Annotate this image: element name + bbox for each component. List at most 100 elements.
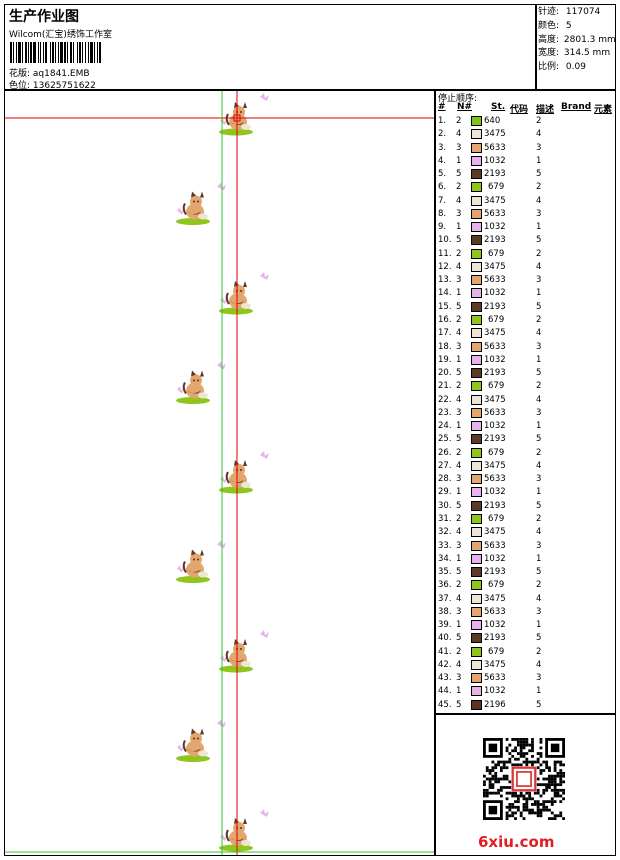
row-element: 1 xyxy=(536,421,542,432)
sequence-row: 23. 3 5633 3 xyxy=(436,407,616,420)
sequence-row: 44. 1 1032 1 xyxy=(436,685,616,698)
row-needle: 1 xyxy=(456,222,462,233)
row-code: 5633 xyxy=(484,275,506,286)
color-swatch xyxy=(471,288,482,299)
color-position: 色位: 13625751622 xyxy=(9,81,96,91)
row-number: 37. xyxy=(438,593,452,604)
color-swatch xyxy=(471,699,482,710)
sequence-row: 21. 2 679 2 xyxy=(436,380,616,393)
row-number: 11. xyxy=(438,248,452,259)
row-code: 1032 xyxy=(484,288,506,299)
row-element: 2 xyxy=(536,646,542,657)
color-swatch xyxy=(471,222,482,233)
color-swatch xyxy=(471,553,482,564)
sequence-row: 8. 3 5633 3 xyxy=(436,208,616,221)
row-code: 3475 xyxy=(484,328,506,339)
width-row: 宽度: 314.5 mm xyxy=(538,47,610,59)
sequence-row: 5. 5 2193 5 xyxy=(436,168,616,181)
row-needle: 3 xyxy=(456,540,462,551)
row-needle: 1 xyxy=(456,553,462,564)
row-code: 679 xyxy=(488,248,505,259)
color-swatch xyxy=(471,169,482,180)
embroidery-motif xyxy=(219,451,269,494)
width-value: 314.5 mm xyxy=(563,48,611,58)
row-number: 24. xyxy=(438,421,452,432)
row-element: 1 xyxy=(536,288,542,299)
color-swatch xyxy=(471,354,482,365)
sequence-row: 1. 2 640 2 xyxy=(436,115,616,128)
color-swatch xyxy=(471,513,482,524)
color-swatch xyxy=(471,301,482,312)
sequence-row: 33. 3 5633 3 xyxy=(436,540,616,553)
height-label: 高度: xyxy=(538,35,560,45)
sequence-row: 32. 4 3475 4 xyxy=(436,526,616,539)
row-number: 6. xyxy=(438,182,447,193)
color-swatch xyxy=(471,527,482,538)
row-element: 4 xyxy=(536,328,542,339)
row-code: 679 xyxy=(488,381,505,392)
qr-panel: 6xiu.com xyxy=(435,714,616,856)
sequence-row: 3. 3 5633 3 xyxy=(436,142,616,155)
row-code: 1032 xyxy=(484,354,506,365)
company-name: Wilcom(汇宝)绣饰工作室 xyxy=(9,30,112,40)
col-element: 元素 xyxy=(594,105,613,115)
row-element: 5 xyxy=(536,368,542,379)
sequence-row: 24. 1 1032 1 xyxy=(436,420,616,433)
color-swatch xyxy=(471,182,482,193)
col-brand: Brand xyxy=(561,102,592,112)
row-element: 2 xyxy=(536,447,542,458)
origin-marker xyxy=(233,114,241,122)
row-number: 16. xyxy=(438,314,452,325)
row-code: 5633 xyxy=(484,606,506,617)
row-element: 4 xyxy=(536,527,542,538)
row-code: 3475 xyxy=(484,394,506,405)
color-swatch xyxy=(471,407,482,418)
row-code: 1032 xyxy=(484,553,506,564)
row-needle: 5 xyxy=(456,567,462,578)
row-code: 1032 xyxy=(484,487,506,498)
col-code: 代码 xyxy=(510,105,529,115)
row-needle: 1 xyxy=(456,354,462,365)
colors-label: 颜色: xyxy=(538,21,560,31)
color-swatch xyxy=(471,142,482,153)
sequence-row: 14. 1 1032 1 xyxy=(436,287,616,300)
row-code: 3475 xyxy=(484,261,506,272)
row-needle: 2 xyxy=(456,248,462,259)
row-element: 5 xyxy=(536,500,542,511)
color-swatch xyxy=(471,487,482,498)
color-swatch xyxy=(471,659,482,670)
row-code: 2193 xyxy=(484,633,506,644)
sequence-row: 35. 5 2193 5 xyxy=(436,566,616,579)
row-needle: 2 xyxy=(456,580,462,591)
row-needle: 1 xyxy=(456,421,462,432)
sequence-row: 19. 1 1032 1 xyxy=(436,354,616,367)
row-number: 38. xyxy=(438,606,452,617)
color-swatch xyxy=(471,394,482,405)
sequence-row: 20. 5 2193 5 xyxy=(436,367,616,380)
design-info-panel: 针迹: 117074 颜色: 5 高度: 2801.3 mm 宽度: 314.5… xyxy=(536,4,616,90)
sequence-row: 30. 5 2193 5 xyxy=(436,500,616,513)
row-number: 3. xyxy=(438,142,447,153)
row-number: 43. xyxy=(438,673,452,684)
row-needle: 1 xyxy=(456,620,462,631)
row-number: 14. xyxy=(438,288,452,299)
color-swatch xyxy=(471,421,482,432)
row-element: 4 xyxy=(536,460,542,471)
row-number: 32. xyxy=(438,527,452,538)
row-element: 1 xyxy=(536,686,542,697)
row-element: 2 xyxy=(536,580,542,591)
sequence-row: 12. 4 3475 4 xyxy=(436,261,616,274)
row-code: 2193 xyxy=(484,235,506,246)
row-number: 26. xyxy=(438,447,452,458)
row-number: 4. xyxy=(438,155,447,166)
row-element: 5 xyxy=(536,434,542,445)
row-needle: 3 xyxy=(456,474,462,485)
row-element: 2 xyxy=(536,182,542,193)
sequence-row: 37. 4 3475 4 xyxy=(436,593,616,606)
row-number: 5. xyxy=(438,169,447,180)
row-element: 2 xyxy=(536,381,542,392)
sequence-row: 18. 3 5633 3 xyxy=(436,341,616,354)
row-element: 4 xyxy=(536,394,542,405)
row-element: 3 xyxy=(536,341,542,352)
color-swatch xyxy=(471,460,482,471)
